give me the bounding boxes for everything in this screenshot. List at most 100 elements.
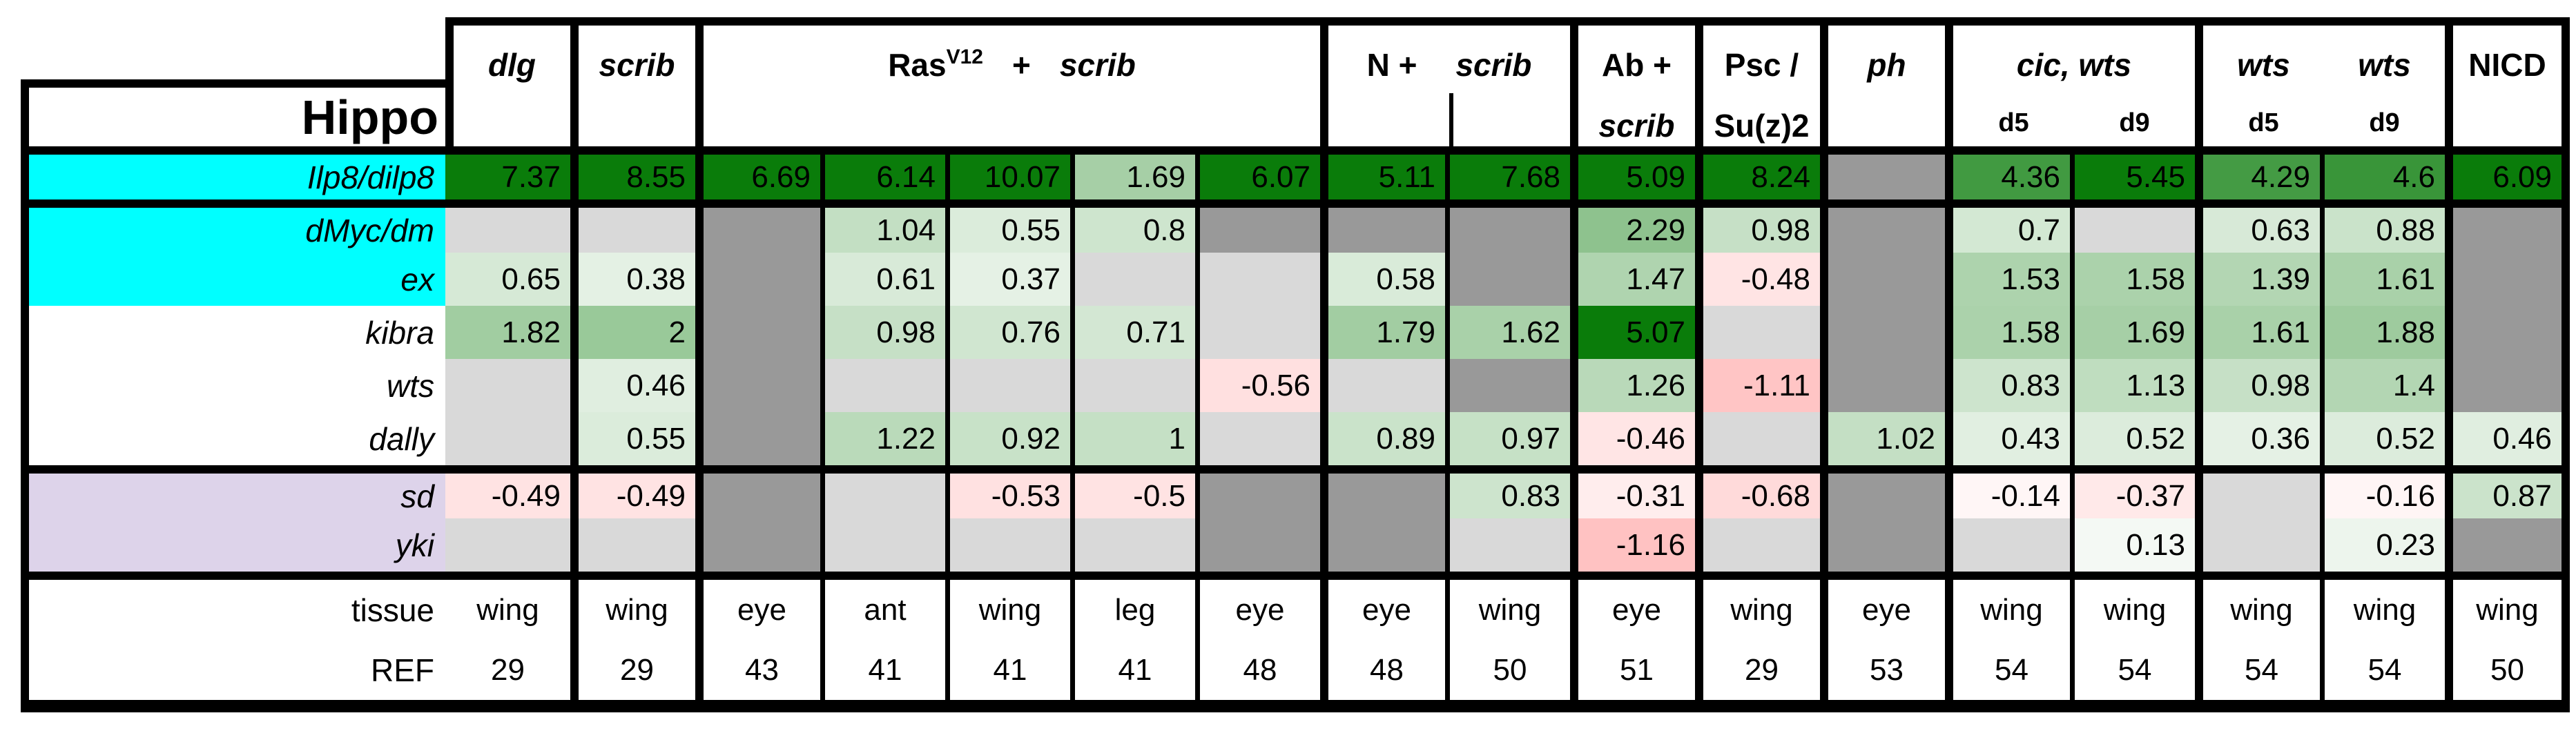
heatmap-cell: 1.53 xyxy=(1945,253,2070,306)
heatmap-cell: 0.97 xyxy=(1445,412,1570,465)
header-subcolumn-labels: d5 d9 xyxy=(2203,108,2445,138)
header-group-ras-v12-scrib: Ras V12 + scrib xyxy=(695,17,1320,146)
header-group-label-line2: Su(z)2 xyxy=(1703,107,1820,144)
pathway-title-box: Hippo xyxy=(21,79,445,146)
heatmap-cell: -0.14 xyxy=(1945,465,2070,518)
heatmap-cell: 1.61 xyxy=(2195,306,2320,359)
tissue-cell: eye xyxy=(695,572,820,641)
heatmap-cell xyxy=(1820,146,1945,199)
header-text-part: NICD xyxy=(2468,47,2546,83)
heatmap-cell: 6.07 xyxy=(1195,146,1320,199)
ref-cell: 54 xyxy=(1945,641,2070,712)
heatmap-cell: 0.46 xyxy=(570,359,695,412)
heatmap-cell: 0.7 xyxy=(1945,199,2070,253)
heatmap-cell: 8.24 xyxy=(1695,146,1820,199)
header-subcolumn-labels: d5 d9 xyxy=(1953,108,2195,138)
gene-label-yki: yki xyxy=(21,518,445,572)
heatmap-cell: 0.43 xyxy=(1945,412,2070,465)
heatmap-cell xyxy=(570,518,695,572)
heatmap-cell: 1.79 xyxy=(1320,306,1445,359)
heatmap-cell: 0.38 xyxy=(570,253,695,306)
heatmap-cell: 1.26 xyxy=(1570,359,1695,412)
heatmap-cell: 1.4 xyxy=(2320,359,2445,412)
heatmap-cell xyxy=(1195,465,1320,518)
header-text-part: Su(z)2 xyxy=(1714,108,1810,144)
heatmap-cell: 0.36 xyxy=(2195,412,2320,465)
subcolumn-label: d5 xyxy=(1998,108,2029,137)
heatmap-cell: 0.71 xyxy=(1070,306,1195,359)
ref-cell: 48 xyxy=(1320,641,1445,712)
heatmap-cell: 0.52 xyxy=(2070,412,2195,465)
header-text-part: wts xyxy=(2358,47,2411,83)
heatmap-cell xyxy=(1695,306,1820,359)
heatmap-cell: 1.69 xyxy=(2070,306,2195,359)
heatmap-cell: 0.37 xyxy=(945,253,1070,306)
heatmap-cell xyxy=(695,518,820,572)
tissue-cell: wing xyxy=(445,572,570,641)
heatmap-cell: 0.87 xyxy=(2445,465,2570,518)
heatmap-cell: 5.09 xyxy=(1570,146,1695,199)
heatmap-cell: 1.39 xyxy=(2195,253,2320,306)
heatmap-cell xyxy=(445,518,570,572)
heatmap-cell xyxy=(2445,518,2570,572)
heatmap-cell: 0.83 xyxy=(1945,359,2070,412)
header-group-psc-suz2: Psc / Su(z)2 xyxy=(1695,17,1820,146)
header-group-ph: ph xyxy=(1820,17,1945,146)
header-text-part: scrib xyxy=(1455,47,1532,83)
heatmap-cell xyxy=(820,518,945,572)
heatmap-cell: 0.46 xyxy=(2445,412,2570,465)
heatmap-cell: -0.49 xyxy=(445,465,570,518)
ref-cell: 29 xyxy=(1695,641,1820,712)
heatmap-cell xyxy=(1445,253,1570,306)
heatmap-cell: 6.69 xyxy=(695,146,820,199)
header-text-part: cic, wts xyxy=(2016,47,2132,83)
heatmap-cell xyxy=(695,306,820,359)
gene-label-dmyc-dm: dMyc/dm xyxy=(21,199,445,253)
tissue-cell: ant xyxy=(820,572,945,641)
ref-cell: 50 xyxy=(1445,641,1570,712)
heatmap-cell: 4.6 xyxy=(2320,146,2445,199)
header-group-label: N + scrib xyxy=(1328,46,1570,84)
heatmap-cell xyxy=(1195,199,1320,253)
heatmap-cell: 0.58 xyxy=(1320,253,1445,306)
heatmap-cell xyxy=(695,359,820,412)
heatmap-cell: 6.09 xyxy=(2445,146,2570,199)
heatmap-cell xyxy=(1320,518,1445,572)
heatmap-cell xyxy=(2445,359,2570,412)
heatmap-cell xyxy=(2070,199,2195,253)
heatmap-cell: 0.98 xyxy=(820,306,945,359)
heatmap-cell xyxy=(695,253,820,306)
tissue-cell: wing xyxy=(1945,572,2070,641)
header-text-part: dlg xyxy=(488,47,536,83)
header-text-part: ph xyxy=(1867,47,1906,83)
heatmap-cell: 10.07 xyxy=(945,146,1070,199)
heatmap-cell xyxy=(1695,412,1820,465)
ref-cell: 51 xyxy=(1570,641,1695,712)
heatmap-cell: 0.88 xyxy=(2320,199,2445,253)
header-group-label: dlg xyxy=(454,46,570,84)
header-group-label: Psc / xyxy=(1703,46,1820,84)
gene-label-ex: ex xyxy=(21,253,445,306)
heatmap-cell: 1.88 xyxy=(2320,306,2445,359)
header-text-part: Ab + xyxy=(1602,47,1672,83)
heatmap-cell: 5.45 xyxy=(2070,146,2195,199)
heatmap-cell xyxy=(1945,518,2070,572)
heatmap-cell xyxy=(2195,465,2320,518)
header-group-label: wts wts xyxy=(2203,46,2445,84)
subcolumn-label: d9 xyxy=(2119,108,2150,137)
heatmap-cell: 1.47 xyxy=(1570,253,1695,306)
heatmap-cell xyxy=(1445,518,1570,572)
heatmap-cell xyxy=(2445,199,2570,253)
heatmap-cell: 0.23 xyxy=(2320,518,2445,572)
heatmap-cell xyxy=(2445,253,2570,306)
header-text-part: V12 xyxy=(946,46,983,68)
tissue-cell: wing xyxy=(2195,572,2320,641)
heatmap-cell xyxy=(1195,412,1320,465)
header-text-part: N + xyxy=(1366,47,1417,83)
tissue-cell: leg xyxy=(1070,572,1195,641)
heatmap-cell: 1.62 xyxy=(1445,306,1570,359)
heatmap-cell: 0.65 xyxy=(445,253,570,306)
tissue-cell: wing xyxy=(2070,572,2195,641)
tissue-cell: wing xyxy=(2445,572,2570,641)
